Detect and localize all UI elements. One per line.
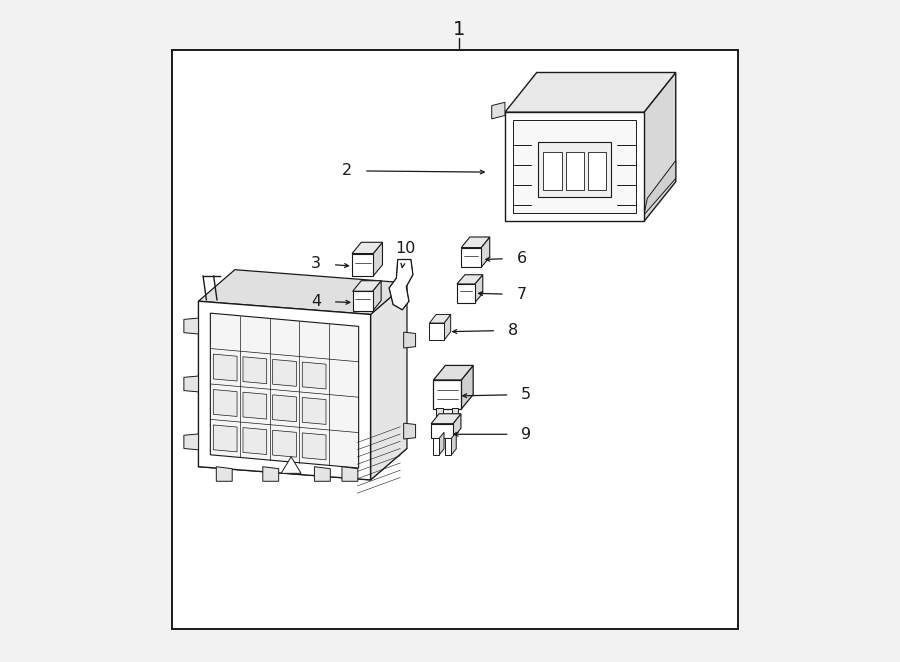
Polygon shape — [434, 380, 462, 409]
Text: 3: 3 — [311, 256, 321, 271]
Text: 4: 4 — [311, 294, 321, 308]
Polygon shape — [314, 467, 330, 481]
Polygon shape — [373, 281, 382, 311]
Polygon shape — [184, 318, 198, 334]
Text: 6: 6 — [517, 251, 526, 265]
Polygon shape — [273, 359, 296, 387]
Bar — [566, 152, 584, 190]
Text: 7: 7 — [517, 287, 526, 302]
Polygon shape — [434, 365, 473, 380]
Bar — [538, 142, 611, 197]
Polygon shape — [198, 301, 371, 480]
Polygon shape — [243, 357, 266, 384]
Polygon shape — [198, 435, 407, 480]
Polygon shape — [243, 392, 266, 419]
Polygon shape — [505, 73, 676, 113]
Polygon shape — [445, 438, 452, 455]
Polygon shape — [429, 323, 444, 340]
Polygon shape — [404, 423, 416, 439]
Polygon shape — [491, 103, 505, 119]
Polygon shape — [429, 314, 451, 323]
Polygon shape — [281, 457, 302, 473]
Polygon shape — [433, 438, 439, 455]
Polygon shape — [213, 389, 237, 416]
Polygon shape — [263, 467, 279, 481]
Bar — [513, 120, 636, 214]
Polygon shape — [352, 254, 374, 276]
Polygon shape — [213, 354, 237, 381]
Bar — [436, 408, 443, 421]
Polygon shape — [453, 414, 461, 438]
Polygon shape — [452, 432, 456, 455]
Polygon shape — [342, 467, 358, 481]
Polygon shape — [302, 397, 326, 424]
Polygon shape — [198, 269, 407, 314]
Polygon shape — [431, 414, 461, 424]
Polygon shape — [184, 376, 198, 392]
Bar — [544, 152, 562, 190]
Polygon shape — [475, 275, 482, 303]
Polygon shape — [462, 237, 490, 248]
Polygon shape — [371, 283, 407, 480]
Polygon shape — [353, 281, 382, 291]
Polygon shape — [211, 313, 358, 468]
Polygon shape — [353, 291, 373, 311]
Polygon shape — [273, 430, 296, 457]
Bar — [588, 152, 607, 190]
Polygon shape — [644, 73, 676, 222]
Text: 9: 9 — [521, 427, 531, 442]
Bar — [452, 408, 458, 421]
Polygon shape — [243, 428, 266, 455]
Polygon shape — [302, 362, 326, 389]
Polygon shape — [352, 242, 382, 254]
Polygon shape — [184, 434, 198, 450]
Polygon shape — [213, 425, 237, 452]
Text: 10: 10 — [395, 241, 415, 256]
Text: 1: 1 — [453, 21, 464, 39]
Polygon shape — [404, 332, 416, 348]
Polygon shape — [389, 260, 413, 310]
Polygon shape — [216, 467, 232, 481]
Text: 2: 2 — [342, 164, 353, 178]
Polygon shape — [374, 242, 382, 276]
Polygon shape — [302, 433, 326, 460]
Polygon shape — [439, 432, 444, 455]
Polygon shape — [457, 284, 475, 303]
Polygon shape — [444, 314, 451, 340]
Polygon shape — [457, 275, 482, 284]
Polygon shape — [505, 113, 644, 222]
Polygon shape — [462, 248, 482, 267]
Bar — [172, 50, 738, 629]
Polygon shape — [482, 237, 490, 267]
Polygon shape — [644, 161, 676, 215]
Text: 5: 5 — [521, 387, 531, 402]
Polygon shape — [431, 424, 453, 438]
Polygon shape — [462, 365, 473, 409]
Text: 8: 8 — [508, 323, 518, 338]
Polygon shape — [273, 395, 296, 422]
